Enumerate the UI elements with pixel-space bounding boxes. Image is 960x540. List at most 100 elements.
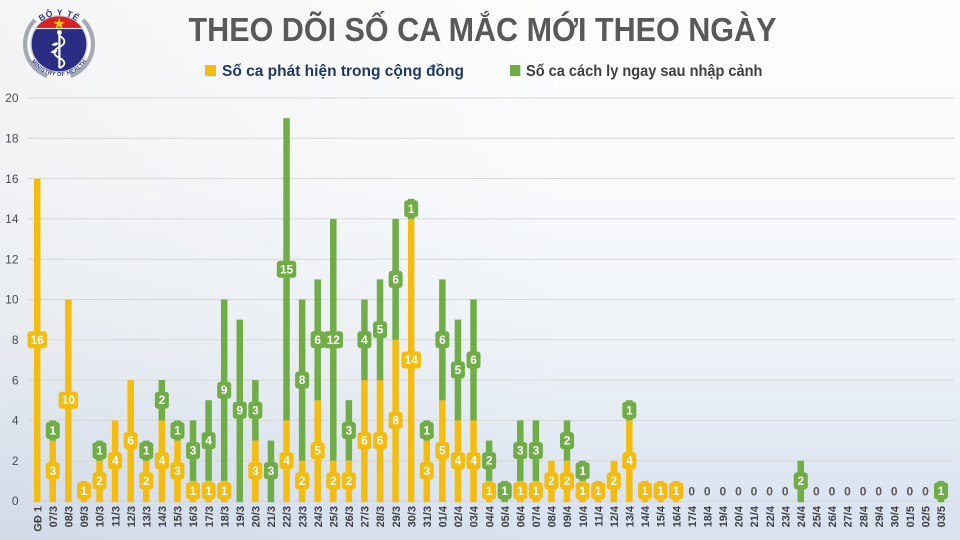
- svg-text:5: 5: [439, 444, 446, 458]
- svg-text:3: 3: [346, 424, 353, 438]
- svg-text:2: 2: [346, 474, 353, 488]
- svg-text:26/3: 26/3: [344, 506, 356, 527]
- svg-text:3: 3: [190, 444, 197, 458]
- svg-text:3: 3: [252, 464, 259, 478]
- svg-text:0: 0: [860, 485, 867, 499]
- svg-text:0: 0: [891, 485, 898, 499]
- svg-text:0: 0: [735, 485, 742, 499]
- svg-text:8: 8: [12, 333, 19, 347]
- svg-text:2: 2: [610, 474, 617, 488]
- svg-text:2: 2: [564, 434, 571, 448]
- svg-text:22/3: 22/3: [282, 506, 294, 527]
- svg-text:3: 3: [49, 464, 56, 478]
- svg-text:14: 14: [5, 212, 19, 226]
- svg-text:01/4: 01/4: [438, 505, 450, 527]
- svg-text:1: 1: [96, 444, 103, 458]
- svg-text:3: 3: [252, 403, 259, 417]
- svg-text:27/3: 27/3: [360, 506, 372, 527]
- svg-text:13/3: 13/3: [141, 506, 153, 527]
- svg-text:12/3: 12/3: [126, 506, 138, 527]
- svg-text:0: 0: [704, 485, 711, 499]
- svg-text:1: 1: [657, 484, 664, 498]
- svg-text:8: 8: [299, 373, 306, 387]
- svg-text:0: 0: [922, 485, 929, 499]
- svg-text:20: 20: [5, 91, 19, 105]
- svg-text:4: 4: [283, 454, 290, 468]
- svg-text:1: 1: [501, 484, 508, 498]
- svg-text:02/5: 02/5: [921, 506, 933, 527]
- svg-text:3: 3: [517, 444, 524, 458]
- svg-text:BỘ Y TẾ: BỘ Y TẾ: [37, 7, 82, 23]
- svg-text:0: 0: [751, 485, 758, 499]
- svg-text:10/4: 10/4: [578, 505, 590, 527]
- svg-text:1: 1: [673, 484, 680, 498]
- svg-text:2: 2: [12, 454, 19, 468]
- svg-text:1: 1: [143, 444, 150, 458]
- svg-text:09/4: 09/4: [562, 505, 574, 527]
- svg-text:07/3: 07/3: [48, 506, 60, 527]
- svg-text:10/3: 10/3: [95, 506, 107, 527]
- svg-text:2: 2: [548, 474, 555, 488]
- svg-text:1: 1: [174, 424, 181, 438]
- svg-text:4: 4: [361, 333, 368, 347]
- svg-text:18/3: 18/3: [219, 506, 231, 527]
- svg-text:1: 1: [486, 484, 493, 498]
- svg-text:0: 0: [875, 485, 882, 499]
- svg-text:1: 1: [49, 424, 56, 438]
- svg-text:0: 0: [720, 485, 727, 499]
- svg-text:1: 1: [533, 484, 540, 498]
- svg-text:1: 1: [221, 484, 228, 498]
- svg-text:6: 6: [392, 272, 399, 286]
- svg-text:12: 12: [327, 333, 341, 347]
- svg-text:1: 1: [517, 484, 524, 498]
- svg-text:6: 6: [439, 333, 446, 347]
- svg-text:2: 2: [159, 393, 166, 407]
- svg-text:23/4: 23/4: [780, 505, 792, 527]
- svg-text:6: 6: [361, 434, 368, 448]
- svg-text:6: 6: [470, 353, 477, 367]
- svg-text:2: 2: [797, 474, 804, 488]
- svg-text:6: 6: [127, 434, 134, 448]
- svg-text:22/4: 22/4: [765, 505, 777, 527]
- svg-text:0: 0: [907, 485, 914, 499]
- svg-text:01/5: 01/5: [905, 506, 917, 527]
- svg-text:20/4: 20/4: [734, 505, 746, 527]
- svg-text:17/3: 17/3: [204, 506, 216, 527]
- svg-text:2: 2: [564, 474, 571, 488]
- svg-text:2: 2: [486, 454, 493, 468]
- svg-text:30/3: 30/3: [406, 506, 418, 527]
- svg-text:31/3: 31/3: [422, 506, 434, 527]
- svg-text:19/3: 19/3: [235, 506, 247, 527]
- svg-text:5: 5: [314, 444, 321, 458]
- svg-text:20/3: 20/3: [251, 506, 263, 527]
- svg-text:1: 1: [595, 484, 602, 498]
- svg-text:28/4: 28/4: [858, 505, 870, 527]
- svg-text:30/4: 30/4: [889, 505, 901, 527]
- svg-text:29/4: 29/4: [874, 505, 886, 527]
- svg-text:17/4: 17/4: [687, 505, 699, 527]
- svg-text:10: 10: [5, 293, 19, 307]
- svg-text:4: 4: [112, 454, 119, 468]
- svg-text:16: 16: [5, 172, 19, 186]
- svg-text:29/3: 29/3: [391, 506, 403, 527]
- svg-text:1: 1: [408, 202, 415, 216]
- svg-text:25/3: 25/3: [328, 506, 340, 527]
- svg-text:1: 1: [642, 484, 649, 498]
- svg-text:6: 6: [377, 434, 384, 448]
- svg-text:GĐ 1: GĐ 1: [32, 506, 44, 532]
- svg-text:3: 3: [533, 444, 540, 458]
- svg-text:4: 4: [626, 454, 633, 468]
- svg-text:4: 4: [455, 454, 462, 468]
- svg-text:3: 3: [423, 464, 430, 478]
- svg-text:11/4: 11/4: [593, 505, 605, 527]
- svg-text:5: 5: [455, 363, 462, 377]
- svg-text:0: 0: [688, 485, 695, 499]
- svg-text:1: 1: [205, 484, 212, 498]
- svg-text:14: 14: [405, 353, 419, 367]
- svg-text:8: 8: [392, 413, 399, 427]
- svg-text:13/4: 13/4: [625, 505, 637, 527]
- svg-text:24/4: 24/4: [796, 505, 808, 527]
- svg-text:03/4: 03/4: [469, 505, 481, 527]
- svg-text:16: 16: [31, 333, 45, 347]
- svg-text:0: 0: [12, 494, 19, 508]
